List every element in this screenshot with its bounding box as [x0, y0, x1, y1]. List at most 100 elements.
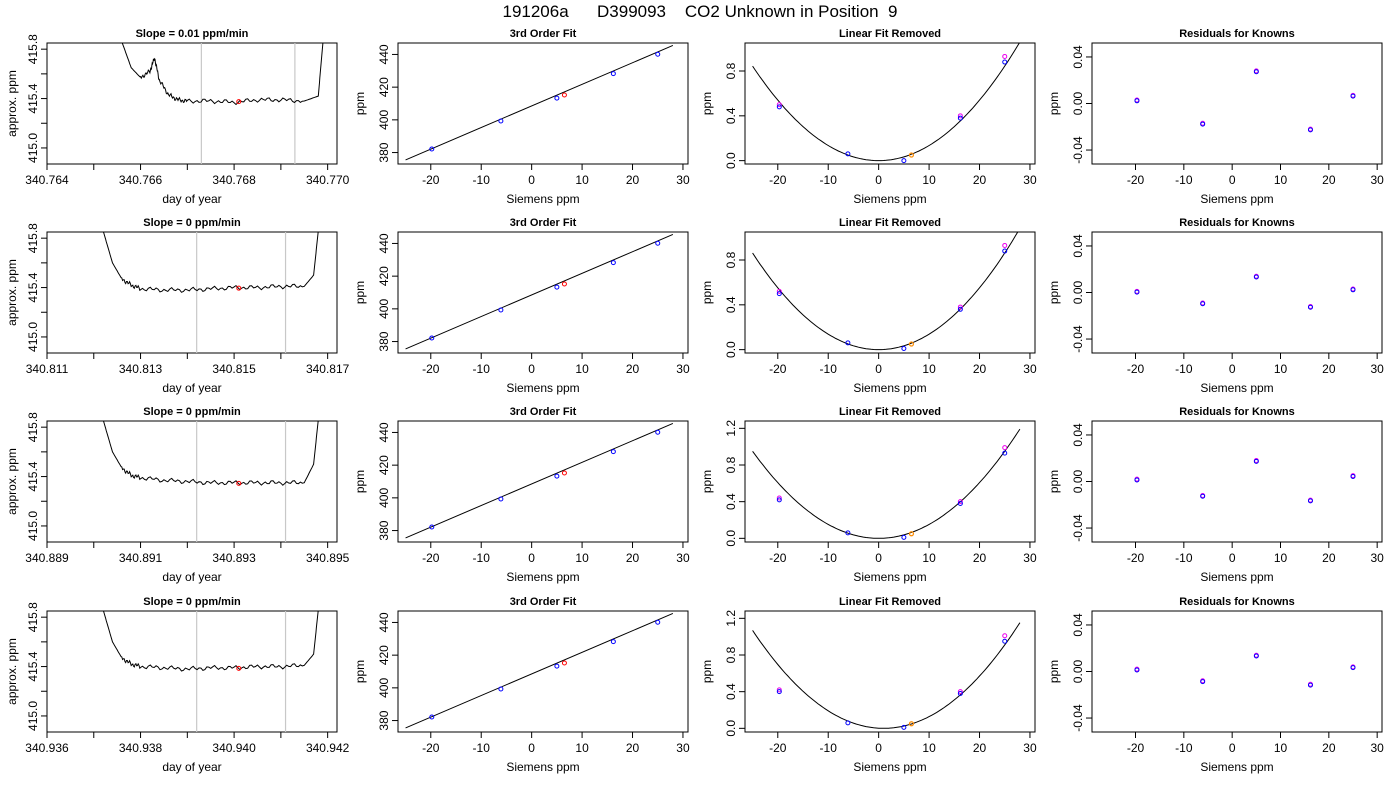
y-tick-label: 0.00 [1071, 659, 1085, 683]
plot-data [405, 44, 674, 161]
y-tick-label: 0.04 [1071, 423, 1085, 447]
known-point-alt [1002, 53, 1008, 59]
known-point [610, 71, 616, 77]
x-tick-label: 340.770 [306, 173, 350, 187]
y-tick-label: 420 [377, 645, 391, 665]
x-tick-label: 20 [626, 362, 640, 376]
known-point [610, 639, 616, 645]
x-tick-label: -10 [820, 362, 838, 376]
known-point-alt [776, 495, 782, 501]
y-tick-label: 415.8 [26, 602, 40, 632]
x-tick-label: 340.811 [26, 362, 69, 376]
unknown-point [561, 281, 567, 287]
plot-data [405, 612, 674, 729]
trace-line [102, 232, 319, 293]
x-tick-label: 340.815 [212, 362, 256, 376]
x-tick-label: 10 [1274, 551, 1288, 565]
known-point [1002, 638, 1008, 644]
known-point [429, 335, 435, 341]
y-tick-label: 415.0 [26, 701, 40, 731]
known-point [554, 284, 560, 290]
x-tick-label: 340.940 [212, 741, 256, 755]
plot-frame [397, 610, 689, 733]
known-point-alt [1002, 242, 1008, 248]
x-tick-label: -10 [473, 173, 491, 187]
panel-trace-row-2: Slope = 0 ppm/min 340.811 340.813 340.815 34… [5, 217, 350, 395]
x-axis-label: Siemens ppm [506, 192, 579, 206]
known-point [845, 151, 851, 157]
y-axis-label: ppm [700, 281, 714, 304]
known-point [498, 118, 504, 124]
y-axis-label: ppm [353, 92, 367, 115]
plot-title: 3rd Order Fit [510, 217, 577, 229]
y-tick-label: 0.04 [1071, 613, 1085, 637]
x-tick-label: 340.768 [212, 173, 256, 187]
y-tick-label: 415.4 [26, 83, 40, 113]
known-point [957, 501, 963, 506]
y-tick-label: 0.4 [724, 296, 738, 313]
x-tick-label: 20 [626, 173, 640, 187]
residual-point [1350, 473, 1356, 479]
x-tick-label: -10 [820, 551, 838, 565]
known-point [1002, 248, 1008, 254]
known-point [901, 346, 907, 352]
fit-curve [752, 428, 1021, 539]
plot-data [102, 421, 319, 542]
y-axis-label: ppm [353, 281, 367, 304]
plot-title: Linear Fit Removed [839, 596, 941, 608]
plot-frame [46, 610, 338, 733]
residual-point [1307, 498, 1313, 504]
x-axis-label: Siemens ppm [506, 381, 579, 395]
residual-point [1350, 665, 1356, 671]
x-tick-label: -10 [820, 173, 838, 187]
y-tick-label: 0.8 [724, 251, 738, 268]
known-point-alt [776, 288, 782, 294]
panel-linear_removed-row-1: Linear Fit Removed -20 -10 0 10 20 30 Siemens p… [700, 28, 1037, 206]
x-tick-label: 30 [676, 741, 690, 755]
panel-fit-row-3: 3rd Order Fit -20 -10 0 10 20 30 Siemens ppm 380… [353, 406, 690, 584]
plot-title: Residuals for Knowns [1179, 596, 1295, 608]
x-tick-label: -10 [1175, 741, 1193, 755]
x-axis-label: Siemens ppm [1200, 760, 1273, 774]
fit-line [405, 612, 674, 729]
x-tick-label: 10 [575, 551, 589, 565]
known-point [1002, 450, 1008, 456]
y-tick-label: 415.8 [26, 223, 40, 253]
known-point [655, 240, 661, 246]
residual-point [1307, 304, 1313, 310]
panel-fit-row-1: 3rd Order Fit -20 -10 0 10 20 30 Siemens ppm 380… [353, 28, 690, 206]
residual-point [1253, 69, 1259, 75]
plot-data [405, 233, 674, 350]
x-tick-label: 20 [1322, 173, 1336, 187]
y-axis-label: ppm [1047, 92, 1061, 115]
x-tick-label: 0 [1229, 362, 1236, 376]
x-tick-label: 0 [875, 173, 882, 187]
fit-line [405, 422, 674, 539]
known-point [901, 158, 907, 164]
x-tick-label: -10 [473, 741, 491, 755]
x-tick-label: 0 [528, 173, 535, 187]
panel-residuals-row-1: Residuals for Knowns -20 -10 0 10 20 30 Siemens… [1047, 28, 1384, 206]
x-tick-label: 30 [1370, 551, 1384, 565]
x-tick-label: 20 [973, 362, 987, 376]
x-tick-label: 0 [528, 362, 535, 376]
y-tick-label: 380 [377, 710, 391, 730]
y-tick-label: 420 [377, 455, 391, 475]
x-tick-label: 10 [1274, 362, 1288, 376]
panel-linear_removed-row-4: Linear Fit Removed -20 -10 0 10 20 30 Siemens p… [700, 596, 1037, 774]
plot-data [102, 232, 319, 353]
y-tick-label: 0.00 [1071, 469, 1085, 493]
plot-frame [46, 231, 338, 354]
plot-data [752, 232, 1019, 352]
unknown-point [908, 531, 915, 537]
known-point [901, 534, 907, 540]
x-axis-label: Siemens ppm [853, 381, 926, 395]
known-point [610, 449, 616, 455]
known-point-alt [776, 102, 782, 108]
known-point [554, 473, 560, 479]
x-tick-label: -20 [422, 741, 440, 755]
panel-residuals-row-4: Residuals for Knowns -20 -10 0 10 20 30 Siemens… [1047, 596, 1384, 774]
known-point [845, 340, 851, 346]
y-tick-label: 415.8 [26, 34, 40, 64]
y-axis-label: ppm [1047, 660, 1061, 683]
